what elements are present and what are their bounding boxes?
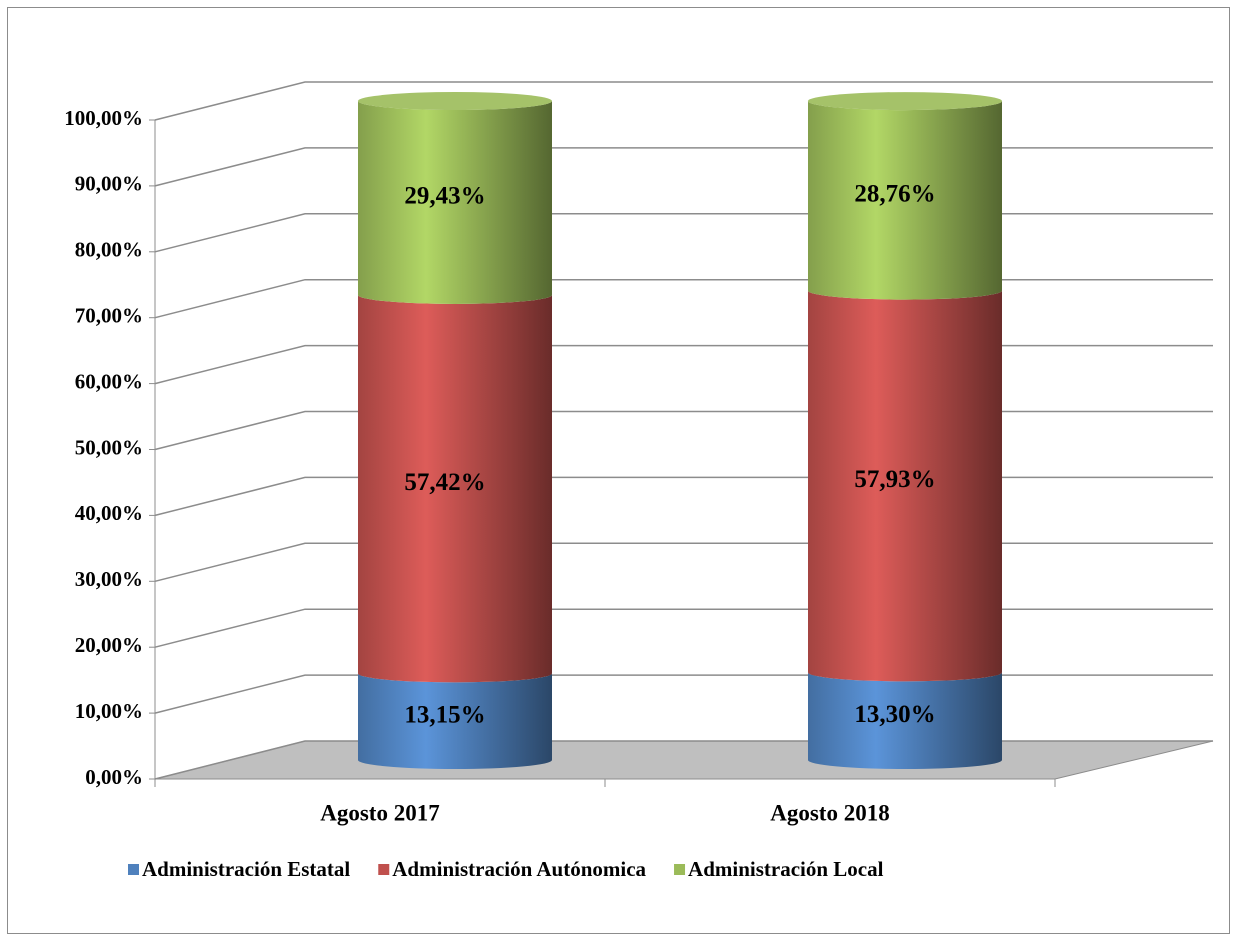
chart-border [7, 7, 1230, 934]
legend-label: Administración Estatal [142, 857, 350, 881]
value-label: 57,42% [404, 469, 485, 496]
legend-swatch [378, 864, 390, 875]
value-label: 57,93% [854, 466, 935, 493]
legend-label: Administración Local [688, 857, 884, 881]
cylinder-segment [358, 294, 552, 683]
legend-label: Administración Autónomica [392, 857, 646, 881]
y-tick-label: 40,00% [75, 501, 143, 525]
y-tick-label: 30,00% [75, 567, 143, 591]
y-tick-label: 0,00% [85, 765, 143, 789]
cylinder-segment [358, 101, 552, 304]
y-tick-label: 90,00% [75, 172, 143, 196]
y-tick-label: 20,00% [75, 633, 143, 657]
x-tick-label: Agosto 2018 [770, 800, 889, 825]
y-tick-label: 80,00% [75, 238, 143, 262]
cylinder-segment [808, 101, 1002, 300]
x-tick-label: Agosto 2017 [320, 800, 439, 825]
grid-line [154, 81, 1213, 121]
y-tick-label: 70,00% [75, 304, 143, 328]
value-label: 13,30% [854, 701, 935, 728]
cylinder-segment [808, 672, 1002, 769]
y-tick-label: 50,00% [75, 435, 143, 459]
floor [154, 740, 1214, 780]
legend-swatch [128, 864, 139, 875]
value-label: 29,43% [404, 183, 485, 210]
cylinder-top [358, 92, 552, 110]
value-label: 13,15% [404, 701, 485, 728]
cylinder-segment [808, 290, 1002, 682]
y-tick-label: 100,00% [64, 106, 143, 130]
value-label: 28,76% [854, 181, 935, 208]
legend-swatch [674, 864, 686, 875]
cylinder-segment [358, 673, 552, 769]
y-tick-label: 10,00% [75, 699, 143, 723]
y-tick-label: 60,00% [75, 369, 143, 393]
cylinder-top [808, 92, 1002, 111]
